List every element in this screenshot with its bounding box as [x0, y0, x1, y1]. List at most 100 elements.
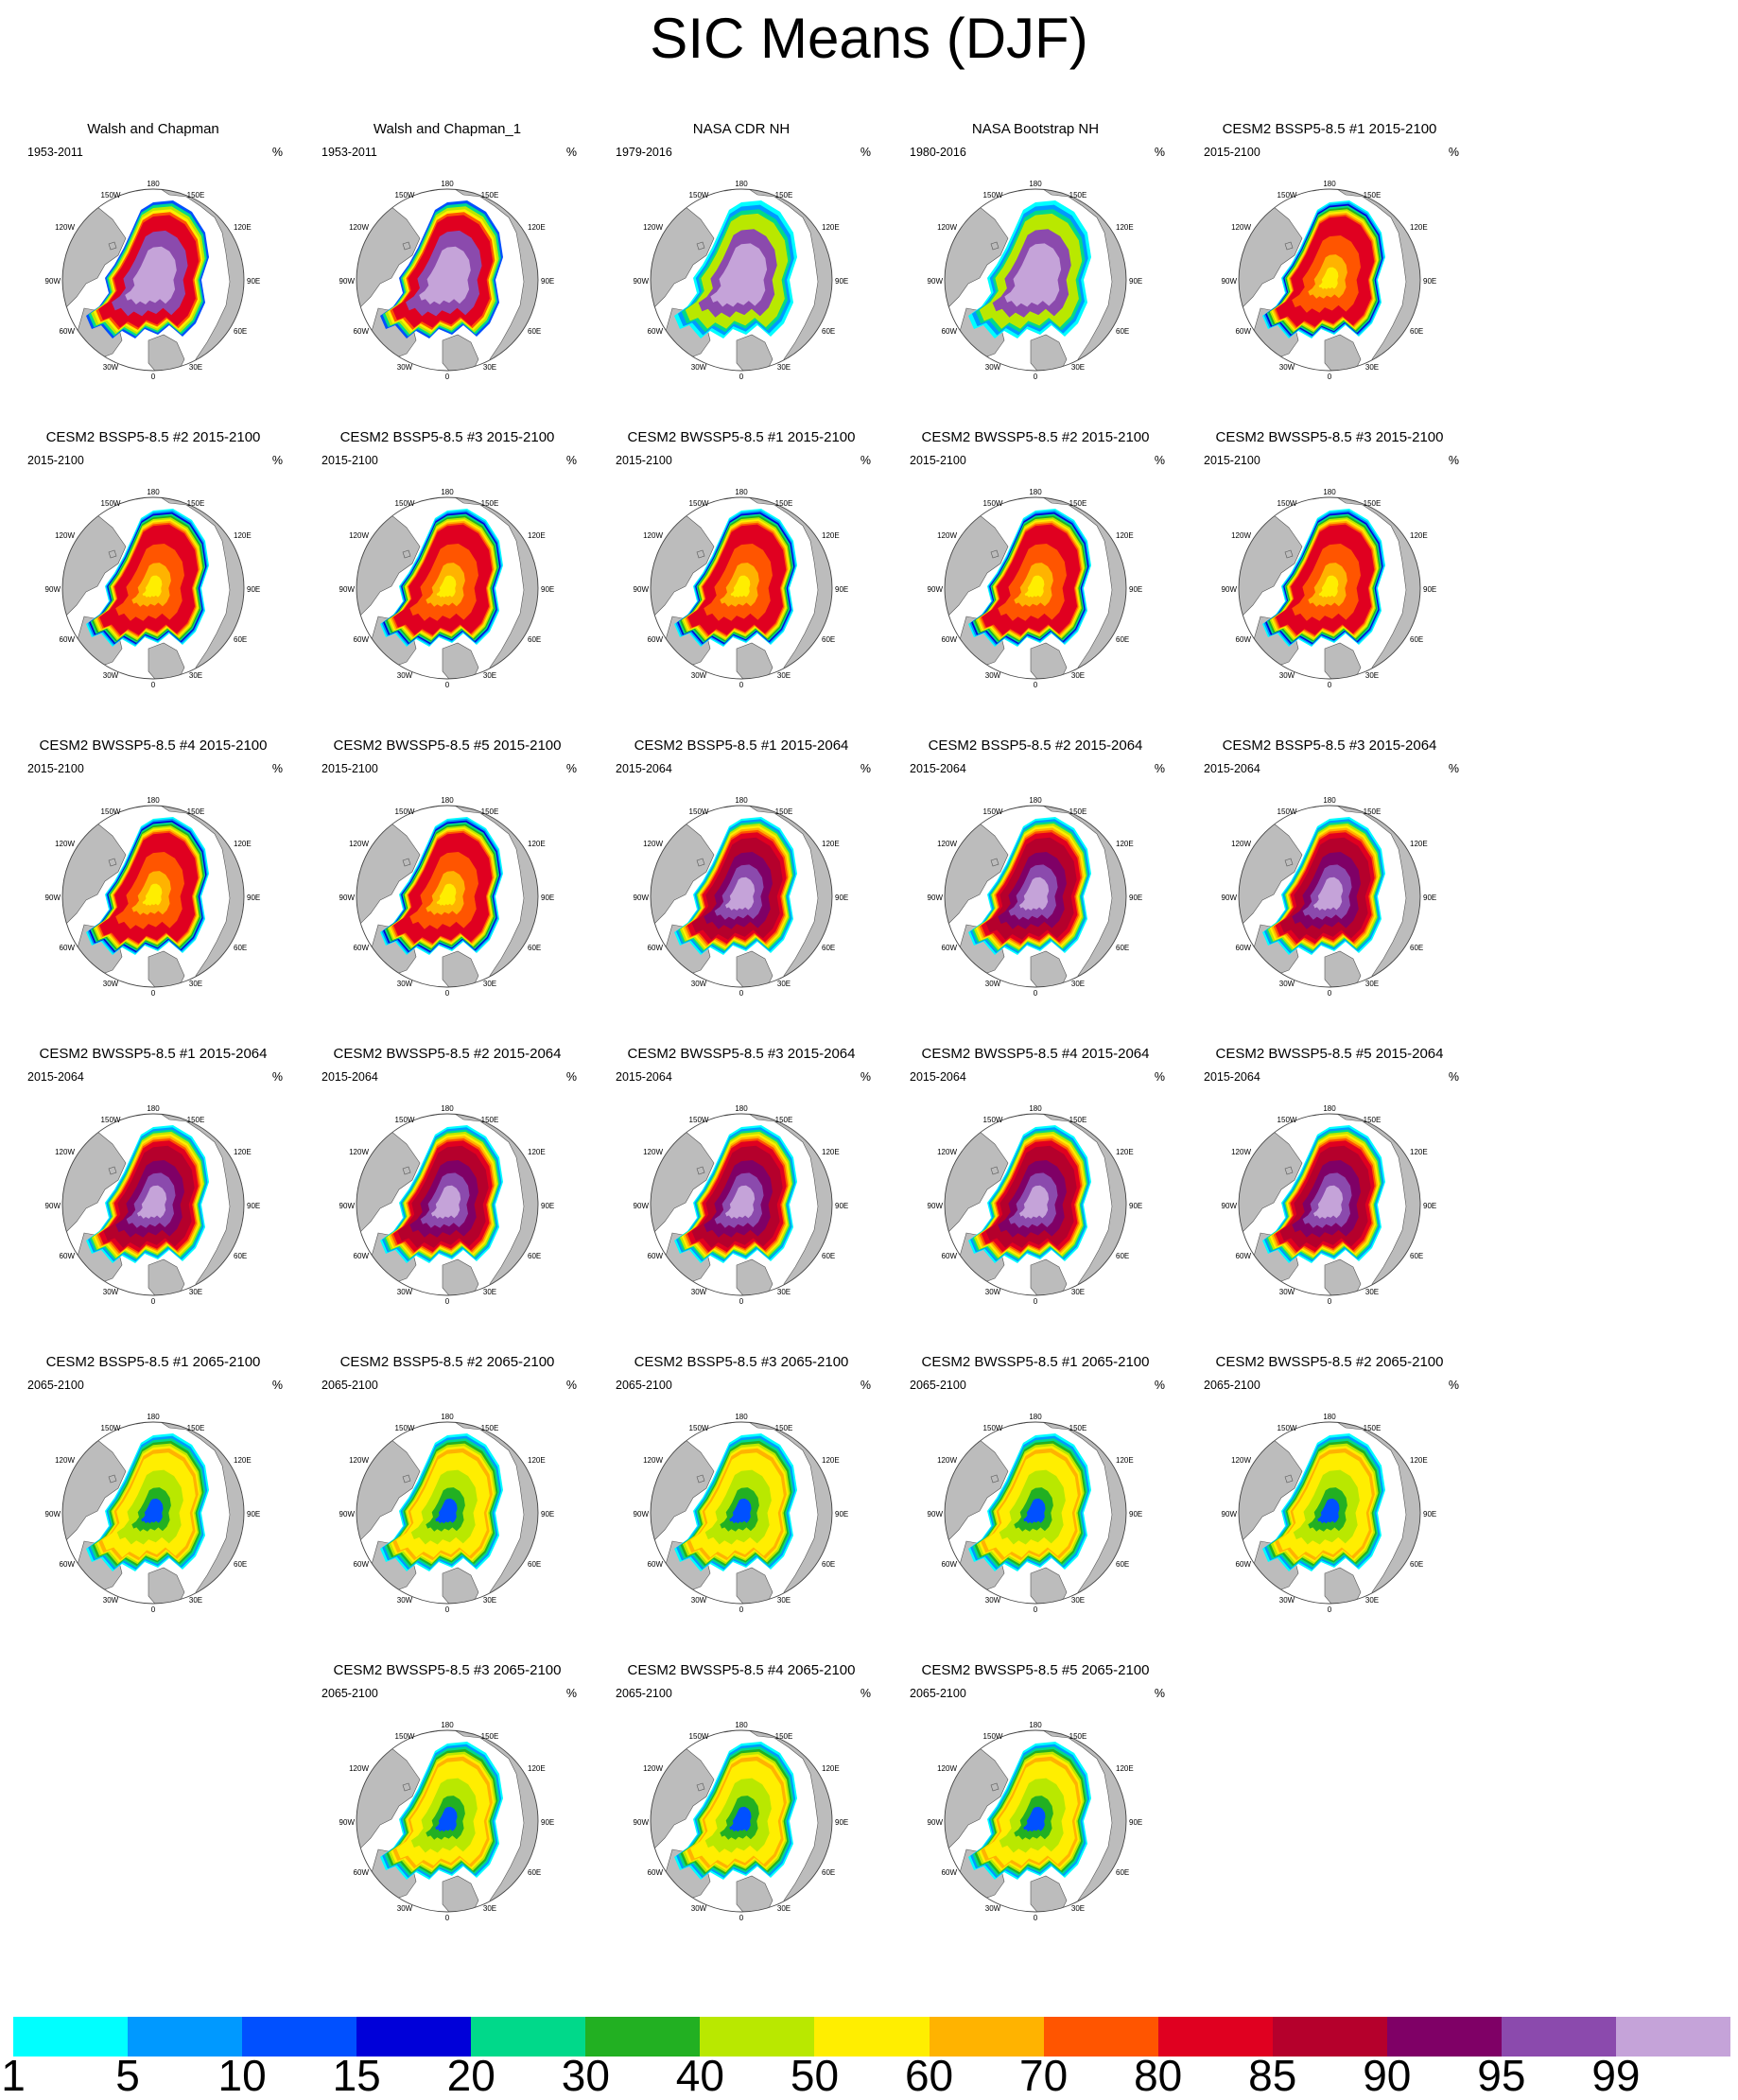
panel-unit: % [1448, 762, 1459, 775]
panel-title: CESM2 BWSSP5-8.5 #3 2015-2064 [627, 1046, 856, 1062]
longitude-label: 90W [634, 1510, 650, 1519]
longitude-label: 90W [1222, 1510, 1238, 1519]
longitude-label: 30W [691, 363, 707, 372]
landmass [108, 858, 117, 867]
panel-unit: % [271, 454, 283, 467]
longitude-label: 180 [1323, 796, 1336, 805]
panel-unit: % [271, 762, 283, 775]
longitude-label: 30E [777, 1596, 791, 1605]
longitude-label: 60W [1236, 635, 1252, 644]
longitude-label: 120E [528, 223, 546, 232]
longitude-label: 30E [483, 363, 496, 372]
polar-stereographic-map: 180 150W 150E 120W 120E 90W 90E 60W 60E 30W 30E 0 [1222, 1104, 1437, 1306]
longitude-label: 30W [103, 1596, 119, 1605]
longitude-label: 60W [60, 1252, 76, 1260]
longitude-label: 60W [942, 1252, 958, 1260]
longitude-label: 150E [775, 807, 793, 816]
map-panel: CESM2 BWSSP5-8.5 #1 2065-2100 2065-2100% 1… [889, 1354, 1182, 1662]
longitude-label: 90W [928, 1510, 944, 1519]
longitude-label: 0 [151, 1605, 156, 1614]
longitude-label: 150W [1277, 191, 1297, 200]
sea-ice-contour [729, 1498, 752, 1524]
polar-stereographic-map: 180 150W 150E 120W 120E 90W 90E 60W 60E 30W 30E 0 [634, 1721, 849, 1922]
polar-stereographic-map: 180 150W 150E 120W 120E 90W 90E 60W 60E 30W 30E 0 [45, 488, 261, 689]
longitude-label: 30E [189, 1288, 202, 1296]
panel-unit: % [860, 1379, 871, 1392]
polar-stereographic-map: 180 150W 150E 120W 120E 90W 90E 60W 60E 30W 30E 0 [339, 1413, 555, 1614]
longitude-label: 180 [1323, 488, 1336, 496]
polar-stereographic-map: 180 150W 150E 120W 120E 90W 90E 60W 60E 30W 30E 0 [45, 1413, 261, 1614]
sea-ice-contour [141, 1498, 164, 1524]
map-content [1239, 1422, 1420, 1604]
longitude-label: 30E [189, 1596, 202, 1605]
polar-stereographic-map: 180 150W 150E 120W 120E 90W 90E 60W 60E 30W 30E 0 [634, 796, 849, 998]
longitude-label: 150W [689, 807, 709, 816]
longitude-label: 60W [942, 1560, 958, 1569]
longitude-label: 30E [777, 1288, 791, 1296]
map-panel: CESM2 BWSSP5-8.5 #5 2065-2100 2065-2100% 1… [889, 1662, 1182, 1970]
map-content [651, 1422, 832, 1604]
colorbar-tick-label: 20 [446, 2051, 495, 2100]
colorbar-swatch [242, 2017, 357, 2057]
longitude-label: 30E [777, 1904, 791, 1913]
longitude-label: 120W [937, 1764, 957, 1773]
longitude-label: 120E [1116, 1456, 1134, 1465]
map-content [945, 1730, 1126, 1912]
longitude-label: 30E [483, 1596, 496, 1605]
panel-unit: % [271, 1070, 283, 1084]
landmass [402, 1166, 411, 1175]
landmass [402, 858, 411, 867]
longitude-label: 120W [349, 840, 369, 848]
longitude-label: 120E [528, 1148, 546, 1156]
panel-period: 2065-2100 [616, 1687, 672, 1700]
longitude-label: 150E [775, 1732, 793, 1741]
landmass [990, 1782, 999, 1792]
sea-ice-contour [1317, 1498, 1340, 1524]
panel-period: 2015-2100 [27, 762, 84, 775]
longitude-label: 150E [481, 191, 499, 200]
panel-unit: % [1448, 1070, 1459, 1084]
longitude-label: 0 [1034, 1297, 1038, 1306]
sea-ice-contour [1318, 267, 1339, 289]
longitude-label: 120W [55, 1148, 75, 1156]
longitude-label: 90W [339, 1818, 356, 1827]
sea-ice-contour [725, 876, 756, 911]
landmass [1284, 1474, 1294, 1484]
sea-ice-contour [435, 1498, 458, 1524]
colorbar-swatch [929, 2017, 1045, 2057]
map-panel: CESM2 BWSSP5-8.5 #2 2065-2100 2065-2100% 1… [1183, 1354, 1476, 1662]
longitude-label: 90W [1222, 585, 1238, 594]
panel-title: CESM2 BSSP5-8.5 #2 2015-2064 [928, 738, 1143, 754]
longitude-label: 30E [777, 980, 791, 988]
panel-title: CESM2 BSSP5-8.5 #3 2015-2064 [1222, 738, 1437, 754]
landmass [108, 1166, 117, 1175]
panel-period: 2015-2064 [616, 762, 672, 775]
longitude-label: 150W [395, 807, 415, 816]
longitude-label: 60E [822, 1560, 835, 1569]
longitude-label: 60E [234, 327, 247, 336]
panel-title: Walsh and Chapman_1 [373, 121, 522, 137]
longitude-label: 90W [634, 585, 650, 594]
map-panel: Walsh and Chapman 1953-2011% 180 150W 150E 12… [7, 121, 300, 429]
landmass [1284, 858, 1294, 867]
sea-ice-contour [1004, 243, 1062, 307]
longitude-label: 150W [983, 1116, 1003, 1124]
panel-period: 2015-2064 [1204, 1070, 1260, 1084]
panel-unit: % [860, 1070, 871, 1084]
panel-title: CESM2 BSSP5-8.5 #1 2065-2100 [45, 1354, 261, 1370]
map-content [651, 806, 832, 987]
longitude-label: 90W [1222, 894, 1238, 902]
longitude-label: 120W [55, 223, 75, 232]
longitude-label: 60W [1236, 327, 1252, 336]
longitude-label: 0 [1034, 373, 1038, 381]
longitude-label: 90W [339, 585, 356, 594]
landmass [696, 1166, 705, 1175]
panel-period: 2065-2100 [322, 1687, 378, 1700]
panel-title: NASA CDR NH [692, 121, 791, 137]
panel-period: 1953-2011 [27, 146, 83, 159]
map-panel: NASA CDR NH 1979-2016% 180 150W 150E 120W 120E… [595, 121, 888, 429]
polar-stereographic-map: 180 150W 150E 120W 120E 90W 90E 60W 60E 30W 30E 0 [45, 796, 261, 998]
longitude-label: 0 [739, 1297, 744, 1306]
longitude-label: 150W [689, 1732, 709, 1741]
landmass [696, 1474, 705, 1484]
